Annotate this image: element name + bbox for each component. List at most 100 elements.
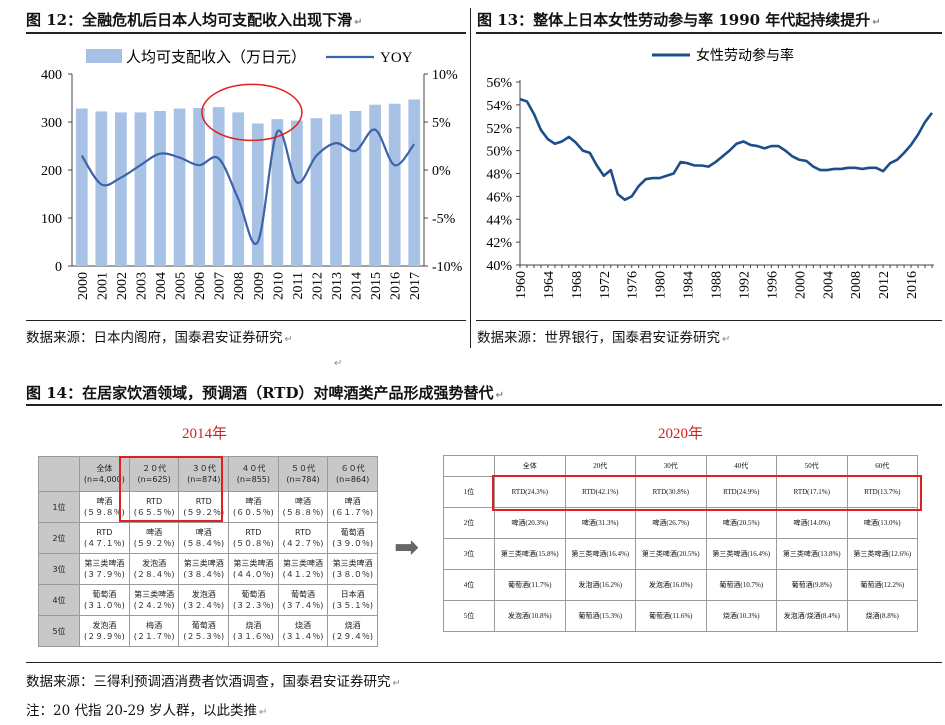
cell-text: (４１.２％) [282, 570, 324, 579]
table-cell: 葡萄酒 (３２.３％) [228, 584, 279, 616]
cell-text: (13.8%) [817, 550, 841, 558]
table-cell: 葡萄酒(9.8%) [776, 569, 848, 601]
table-cell: 啤酒(26.7%) [635, 507, 707, 539]
x-tick-label: 2003 [134, 272, 149, 300]
table-cell: 啤酒 (５８.４％) [178, 522, 230, 554]
cell-text: 5位 [463, 612, 475, 620]
cell-text: (30.8%) [666, 488, 689, 496]
x-tick-label: 1968 [570, 271, 585, 299]
cell-text: (10.3%) [736, 612, 760, 620]
cell-text: (31.3%) [595, 519, 619, 527]
table-cell: 葡萄酒 (２５.３％) [178, 615, 230, 647]
income-bar [349, 110, 362, 267]
cell-text: RTD [511, 488, 526, 496]
cell-text: (３１.４％) [282, 632, 324, 641]
cell-text: RTD [652, 488, 667, 496]
cell-text: (14.0%) [807, 519, 831, 527]
cell-text: (２５.３％) [183, 632, 225, 641]
rank-cell: 1位 [38, 491, 80, 523]
income-bar [134, 112, 147, 267]
rank-cell: 4位 [443, 569, 495, 601]
table-cell: RTD(17.1%) [776, 476, 848, 508]
cell-text: 啤酒 [195, 528, 212, 537]
cell-text: (５９.２％) [133, 539, 175, 548]
x-tick-label: 2005 [174, 272, 189, 300]
cell-text: 发泡酒 [92, 621, 117, 630]
cell-text: 啤酒 [722, 519, 737, 527]
header-cell: ４０代 (n=855) [228, 456, 279, 492]
table-cell: 烧酒(8.8%) [846, 600, 918, 632]
table-cell: 葡萄酒(11.7%) [494, 569, 566, 601]
cell-text: (42.1%) [595, 488, 619, 496]
header-cell: ５０代 (n=784) [277, 456, 329, 492]
table-cell: 烧酒 (２９.４％) [327, 615, 378, 647]
rank-cell: 3位 [443, 538, 495, 570]
lfpr-line [519, 97, 934, 202]
table-cell: 第三类啤酒 (３８.０％) [327, 553, 378, 585]
header-cell: 50代 [776, 455, 848, 477]
cell-text: RTD [723, 488, 737, 496]
cell-text: (20.5%) [676, 550, 700, 558]
table-cell: RTD (４７.１％) [79, 522, 130, 554]
cell-text: ２０代 [142, 464, 167, 473]
y-tick-label: 52% [486, 122, 512, 137]
x-tick-label: 2014 [350, 272, 365, 300]
table-cell: 第三类啤酒(12.6%) [846, 538, 918, 570]
cell-text: 葡萄酒 [791, 581, 813, 589]
legend-line-label: YOY [380, 50, 413, 66]
cell-text: (５９.２％) [183, 508, 225, 517]
cell-text: 2位 [52, 533, 66, 543]
income-bar [369, 104, 381, 266]
fig12-top-rule [26, 32, 466, 34]
table-cell: 啤酒(20.3%) [494, 507, 566, 539]
table-cell: 啤酒(14.0%) [776, 507, 848, 539]
cell-text: 发泡酒 [507, 612, 529, 620]
income-bar [232, 112, 245, 267]
cell-text: 3位 [463, 550, 475, 558]
cell-text: 第三类啤酒 [782, 550, 818, 558]
x-tick-label: 2017 [408, 272, 423, 300]
header-cell: 40代 [705, 455, 777, 477]
cell-text: 发泡酒 [578, 581, 600, 589]
cell-text: 第三类啤酒 [134, 590, 175, 599]
cell-text: ６０代 [340, 464, 365, 473]
cell-text: 50代 [804, 462, 819, 470]
cell-text: (n=4,000) [83, 475, 125, 484]
table-cell: 葡萄酒(15.3%) [564, 600, 636, 632]
y-tick-label: 40% [486, 259, 512, 274]
cell-text: (10.8%) [528, 612, 552, 620]
cell-text: (５０.８％) [232, 539, 274, 548]
table-cell: 第三类啤酒 (２４.２％) [128, 584, 180, 616]
x-tick-label: 1984 [682, 271, 697, 299]
rank-cell: 1位 [443, 476, 495, 508]
cell-text: 2位 [463, 519, 475, 527]
cell-text: 日本酒 [340, 590, 365, 599]
cell-text: (20.5%) [736, 519, 760, 527]
y-tick-label: 54% [486, 99, 512, 114]
cell-text: (３９.０％) [332, 539, 374, 548]
y-tick-label: 44% [486, 213, 512, 228]
table-cell: 发泡酒 (２９.９％) [79, 615, 130, 647]
cell-text: 第三类啤酒 [84, 559, 125, 568]
table-cell: 日本酒 (３５.１％) [327, 584, 378, 616]
fig13-source: 数据来源：世界银行，国泰君安证券研究 ↵ [477, 330, 731, 346]
table-cell: 第三类啤酒(16.4%) [705, 538, 777, 570]
header-cell: ６０代 (n=864) [327, 456, 378, 492]
x-tick-label: 1976 [626, 271, 641, 299]
cell-text: (n=625) [137, 475, 171, 484]
table-row: 4位 葡萄酒 (３１.０％) 第三类啤酒 (２４.２％) 发泡酒 (３２.４％) 葡萄酒 (３２… [38, 584, 378, 616]
income-bar [212, 107, 225, 267]
cell-text: (３８.０％) [332, 570, 374, 579]
table-cell: RTD(30.8%) [635, 476, 707, 508]
y-tick-label-right: 10% [432, 68, 458, 83]
cell-text: (8.8%) [879, 612, 899, 620]
cell-text: (20.3%) [525, 519, 549, 527]
table-cell: 啤酒(13.0%) [846, 507, 918, 539]
x-tick-label: 2008 [849, 271, 864, 299]
cell-text: 30代 [663, 462, 678, 470]
table-cell: 烧酒 (３１.４％) [277, 615, 329, 647]
table-cell: 发泡酒(16.2%) [564, 569, 636, 601]
corner-cell [443, 455, 495, 477]
x-tick-label: 2002 [115, 272, 130, 300]
cell-text: (24.9%) [736, 488, 760, 496]
